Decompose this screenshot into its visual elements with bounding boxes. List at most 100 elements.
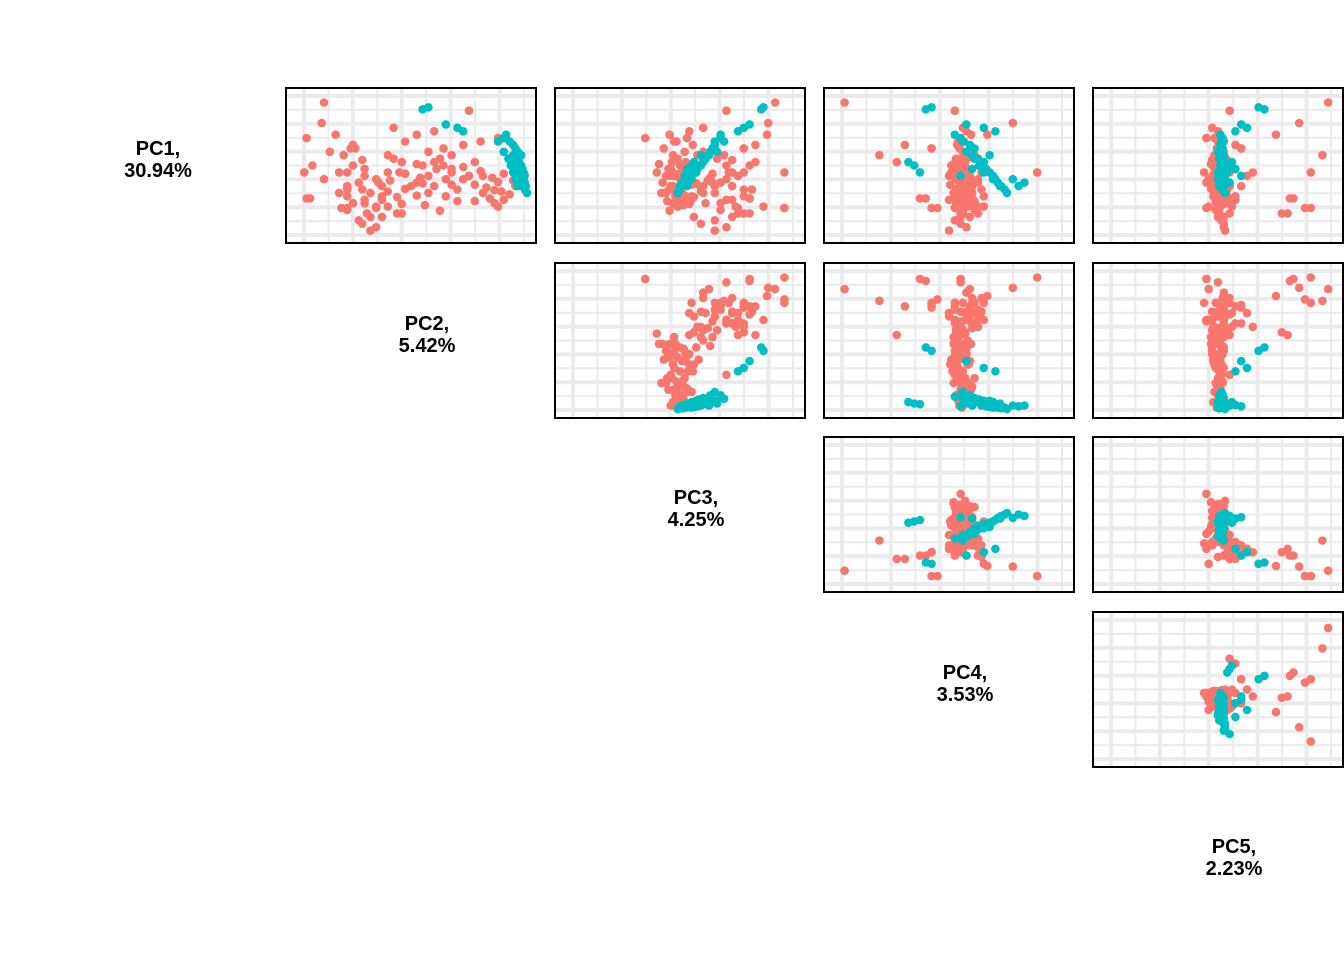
scatter-point-group_b (1254, 559, 1263, 569)
scatter-point-group_a (949, 499, 958, 508)
scatter-point-group_b (927, 346, 936, 356)
scatter-point-group_a (682, 133, 692, 143)
scatter-point-group_b (1242, 547, 1252, 557)
scatter-point-group_a (1277, 209, 1287, 218)
scatter-point-group_b (673, 188, 682, 198)
scatter-point-group_a (682, 387, 692, 397)
panel-border (1092, 87, 1344, 244)
scatter-point-group_b (974, 161, 984, 170)
panel-border (823, 262, 1075, 419)
scatter-point-group_a (1204, 705, 1213, 715)
scatter-point-group_a (439, 144, 448, 153)
scatter-point-group_a (478, 171, 488, 181)
scatter-point-group_a (921, 551, 931, 560)
scatter-point-group_b (499, 147, 509, 157)
scatter-point-group_a (305, 194, 315, 203)
scatter-point-group_a (1008, 562, 1018, 571)
scatter-point-group_a (962, 315, 971, 325)
scatter-point-group_a (1242, 685, 1252, 694)
scatter-point-group_b (716, 391, 725, 400)
label-pc5-variance: 2.23% (1206, 858, 1263, 880)
scatter-point-group_b (499, 133, 509, 143)
scatter-point-group_a (1217, 330, 1226, 340)
scatter-point-group_a (951, 330, 961, 340)
panel-pc2-vs-pc4 (823, 262, 1075, 419)
panel-gridlines (1093, 612, 1343, 767)
scatter-point-group_b (716, 133, 725, 143)
scatter-point-group_a (1285, 551, 1295, 560)
panel-border (1092, 436, 1344, 593)
scatter-point-group_a (960, 157, 970, 167)
scatter-point-group_a (927, 203, 936, 213)
scatter-point-group_a (1211, 336, 1220, 345)
scatter-point-group_a (698, 123, 708, 133)
scatter-point-group_a (1271, 707, 1281, 717)
scatter-point-group_a (1211, 298, 1220, 308)
scatter-point-group_b (1242, 363, 1252, 373)
scatter-point-group_a (497, 187, 506, 196)
panel-pc2-vs-pc3 (554, 262, 806, 419)
scatter-point-group_b (904, 157, 913, 167)
scatter-point-group_a (1231, 140, 1240, 150)
scatter-point-group_b (904, 518, 913, 527)
scatter-point-group_b (927, 559, 936, 569)
scatter-point-group_a (739, 144, 749, 153)
scatter-point-group_a (392, 192, 402, 202)
scatter-point-group_a (358, 185, 367, 194)
scatter-point-group_b (915, 515, 925, 525)
scatter-point-group_a (672, 377, 681, 386)
scatter-point-group_b (682, 164, 692, 174)
scatter-point-group_a (963, 336, 972, 345)
label-pc4: PC4, (943, 662, 987, 684)
scatter-point-group_a (389, 123, 398, 133)
label-pc3: PC3, (674, 487, 718, 509)
scatter-point-group_a (944, 312, 954, 321)
scatter-point-group_a (400, 169, 410, 178)
scatter-point-group_a (1294, 722, 1304, 732)
scatter-point-group_a (435, 206, 445, 215)
scatter-point-group_a (840, 284, 849, 294)
scatter-point-group_a (685, 199, 694, 209)
scatter-point-group_a (424, 188, 433, 198)
scatter-point-group_b (759, 103, 768, 112)
scatter-point-group_a (493, 202, 503, 211)
scatter-point-group_a (667, 157, 677, 167)
panel-border (1092, 262, 1344, 419)
scatter-point-group_a (727, 155, 737, 165)
scatter-point-group_a (476, 137, 485, 146)
scatter-point-group_a (1209, 161, 1218, 170)
scatter-point-group_a (1207, 123, 1217, 133)
scatter-point-group_a (1199, 539, 1209, 548)
scatter-point-group_a (892, 330, 902, 340)
scatter-point-group_a (383, 187, 393, 196)
scatter-point-group_b (988, 174, 998, 184)
scatter-point-group_a (1306, 273, 1316, 282)
scatter-point-group_a (983, 130, 992, 139)
scatter-point-group_b (1236, 171, 1246, 181)
scatter-point-group_a (429, 181, 439, 191)
scatter-point-group_a (970, 373, 979, 383)
scatter-point-group_a (696, 307, 706, 317)
scatter-point-group_a (348, 140, 358, 150)
scatter-point-group_b (956, 133, 965, 143)
scatter-point-group_b (1213, 174, 1223, 184)
scatter-point-group_a (664, 185, 673, 195)
scatter-point-group_a (688, 140, 698, 150)
scatter-point-group_a (973, 543, 983, 552)
scatter-point-group_a (1248, 322, 1258, 332)
scatter-point-group_a (722, 278, 731, 287)
scatter-point-group_b (516, 178, 526, 187)
scatter-point-group_a (412, 130, 422, 139)
scatter-point-group_b (518, 171, 527, 181)
panel-border (823, 436, 1075, 593)
scatter-point-group_b (956, 402, 965, 411)
scatter-point-group_a (840, 98, 849, 107)
scatter-point-group_b (915, 168, 925, 177)
scatter-point-group_a (1202, 274, 1211, 284)
scatter-point-group_a (780, 298, 789, 308)
scatter-point-group_a (704, 284, 714, 294)
scatter-point-group_a (945, 180, 955, 189)
scatter-point-group_a (659, 355, 669, 365)
scatter-point-group_a (689, 212, 699, 222)
